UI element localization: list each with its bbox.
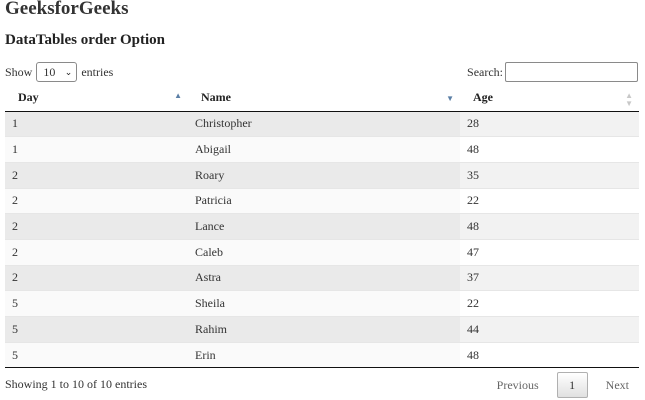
cell-age: 44 xyxy=(460,316,639,343)
cell-name: Rahim xyxy=(188,316,460,343)
cell-age: 48 xyxy=(460,136,639,163)
table-row: 1 Christopher 28 xyxy=(5,110,639,137)
page-length-select[interactable]: 10 ⌄ xyxy=(36,62,78,82)
cell-day: 1 xyxy=(5,110,188,137)
entries-label: entries xyxy=(81,64,114,79)
cell-day: 5 xyxy=(5,341,188,369)
cell-day: 2 xyxy=(5,264,188,291)
cell-name: Christopher xyxy=(188,110,460,137)
cell-age: 35 xyxy=(460,161,639,189)
cell-day: 2 xyxy=(5,161,188,189)
column-header-age[interactable]: Age ▲ ▼ xyxy=(460,85,639,112)
search-input[interactable] xyxy=(505,62,638,82)
page-length-value: 10 xyxy=(43,64,56,79)
cell-day: 5 xyxy=(5,316,188,343)
column-header-name[interactable]: Name ▼ xyxy=(188,85,460,112)
table-row: 2 Caleb 47 xyxy=(5,238,639,266)
table-row: 2 Roary 35 xyxy=(5,161,639,189)
page-subtitle: DataTables order Option xyxy=(5,32,166,48)
cell-name: Astra xyxy=(188,264,460,291)
column-header-label: Name xyxy=(201,90,231,105)
cell-day: 2 xyxy=(5,187,188,214)
table-row: 2 Lance 48 xyxy=(5,213,639,240)
column-header-day[interactable]: Day ▲ xyxy=(5,85,188,112)
cell-day: 2 xyxy=(5,238,188,266)
column-header-label: Day xyxy=(18,90,39,105)
page-length-control: Show 10 ⌄ entries xyxy=(5,62,113,82)
cell-age: 22 xyxy=(460,290,639,317)
table-row: 5 Rahim 44 xyxy=(5,316,639,343)
table-row: 5 Erin 48 xyxy=(5,341,639,369)
cell-day: 5 xyxy=(5,290,188,317)
cell-day: 1 xyxy=(5,136,188,163)
table-row: 1 Abigail 48 xyxy=(5,136,639,163)
sort-both-icon: ▲ ▼ xyxy=(625,91,633,108)
cell-name: Patricia xyxy=(188,187,460,214)
cell-name: Roary xyxy=(188,161,460,189)
triangle-up-icon: ▲ xyxy=(174,91,182,100)
show-label: Show xyxy=(5,64,33,79)
pagination: Previous 1 Next xyxy=(489,372,637,398)
cell-name: Caleb xyxy=(188,238,460,266)
data-table: Day ▲ Name ▼ Age ▲ ▼ 1 Christopher 28 1 Abig… xyxy=(5,85,639,369)
next-button[interactable]: Next xyxy=(605,378,629,392)
cell-age: 37 xyxy=(460,264,639,291)
cell-name: Lance xyxy=(188,213,460,240)
cell-age: 48 xyxy=(460,213,639,240)
previous-button[interactable]: Previous xyxy=(496,378,539,392)
cell-age: 28 xyxy=(460,110,639,137)
cell-name: Erin xyxy=(188,341,460,369)
table-info: Showing 1 to 10 of 10 entries xyxy=(5,377,147,391)
table-header-row: Day ▲ Name ▼ Age ▲ ▼ xyxy=(5,85,639,112)
table-row: 2 Astra 37 xyxy=(5,264,639,291)
cell-age: 22 xyxy=(460,187,639,214)
cell-age: 48 xyxy=(460,341,639,369)
brand-title: GeeksforGeeks xyxy=(5,0,129,19)
cell-name: Sheila xyxy=(188,290,460,317)
cell-day: 2 xyxy=(5,213,188,240)
cell-age: 47 xyxy=(460,238,639,266)
search-control: Search: xyxy=(467,62,638,82)
table-row: 2 Patricia 22 xyxy=(5,187,639,214)
table-row: 5 Sheila 22 xyxy=(5,290,639,317)
page-button-current[interactable]: 1 xyxy=(556,372,588,398)
column-header-label: Age xyxy=(473,90,493,105)
cell-name: Abigail xyxy=(188,136,460,163)
chevron-down-icon: ⌄ xyxy=(64,66,73,77)
triangle-down-icon: ▼ xyxy=(446,94,454,103)
search-label: Search: xyxy=(467,64,503,79)
